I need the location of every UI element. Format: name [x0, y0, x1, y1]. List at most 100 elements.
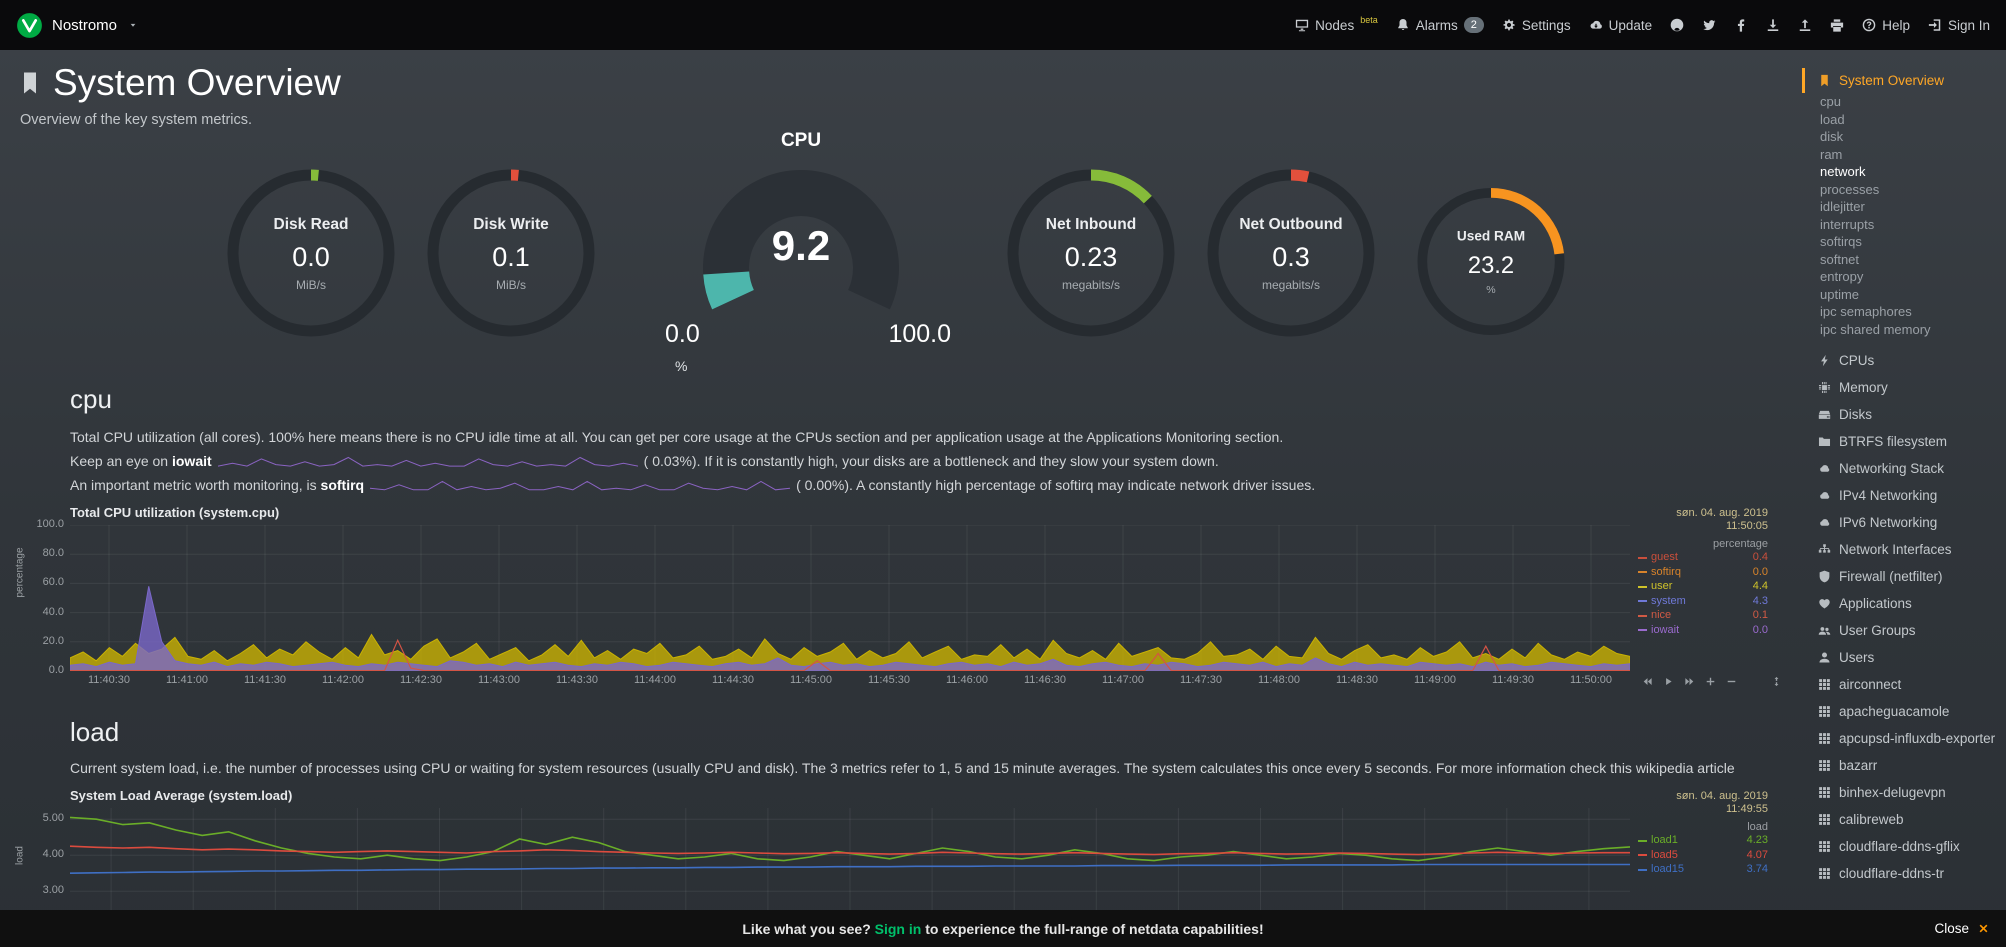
nav-alarms[interactable]: Alarms 2: [1396, 17, 1484, 33]
sidebar-item-cpus[interactable]: CPUs: [1802, 348, 2006, 373]
gauge-unit: MiB/s: [296, 278, 326, 292]
cpu-gauge-chart[interactable]: CPU 9.2 0.0 100.0 %: [651, 130, 951, 380]
sidebar-item-user-groups[interactable]: User Groups: [1802, 618, 2006, 643]
legend-item-load15[interactable]: load15 3.74: [1638, 863, 1768, 877]
sidebar-item-idlejitter[interactable]: idlejitter: [1802, 198, 2006, 216]
sidebar-item-networking-stack[interactable]: Networking Stack: [1802, 456, 2006, 481]
sidebar-item-ipv6-networking[interactable]: IPv6 Networking: [1802, 510, 2006, 535]
sidebar-item-disks[interactable]: Disks: [1802, 402, 2006, 427]
legend-swatch: [1638, 556, 1647, 559]
sidebar-item-softnet[interactable]: softnet: [1802, 251, 2006, 269]
sign-in-link[interactable]: Sign in: [874, 920, 922, 937]
sidebar-item-label: interrupts: [1820, 216, 1875, 232]
bolt-icon: [1818, 354, 1831, 367]
legend-item-softirq[interactable]: softirq 0.0: [1638, 566, 1768, 580]
nav-twitter[interactable]: [1702, 18, 1716, 32]
cpu-gauge-unit: %: [675, 358, 688, 374]
gauge-disk-read[interactable]: Disk Read 0.0 MiB/s: [226, 168, 396, 380]
gauge-disk-write[interactable]: Disk Write 0.1 MiB/s: [426, 168, 596, 380]
gauge-value: 0.0: [292, 242, 330, 272]
gauge-net-inbound[interactable]: Net Inbound 0.23 megabits/s: [1006, 168, 1176, 380]
sidebar-item-label: cloudflare-ddns-tr: [1839, 866, 1945, 881]
nav-facebook[interactable]: [1734, 18, 1748, 32]
legend-item-load5[interactable]: load5 4.07: [1638, 849, 1768, 863]
iowait-sparkline-chart[interactable]: [217, 456, 638, 469]
sidebar-item-label: softirqs: [1820, 234, 1862, 249]
legend-item-user[interactable]: user 4.4: [1638, 580, 1768, 594]
sidebar-item-network[interactable]: network: [1802, 163, 2006, 181]
sidebar-item-binhex-delugevpn[interactable]: binhex-delugevpn: [1802, 780, 2006, 805]
node-selector-menu[interactable]: Nostromo: [16, 12, 138, 39]
legend-item-nice[interactable]: nice 0.1: [1638, 609, 1768, 623]
sidebar-item-memory[interactable]: Memory: [1802, 375, 2006, 400]
nav-print[interactable]: [1830, 18, 1844, 32]
sidebar-item-applications[interactable]: Applications: [1802, 591, 2006, 616]
sidebar-item-disk[interactable]: disk: [1802, 128, 2006, 146]
sidebar-item-airconnect[interactable]: airconnect: [1802, 672, 2006, 697]
sidebar-item-calibreweb[interactable]: calibreweb: [1802, 807, 2006, 832]
x-tick-label: 11:43:00: [477, 674, 520, 686]
sidebar-item-processes[interactable]: processes: [1802, 181, 2006, 199]
toolbox-rew-button[interactable]: [1642, 673, 1653, 688]
sidebar-item-cloudflare-ddns-tr[interactable]: cloudflare-ddns-tr: [1802, 861, 2006, 886]
cpu-iowait-line: Keep an eye on iowait( 0.03%). If it is …: [70, 453, 1219, 469]
x-tick-label: 11:45:30: [867, 674, 910, 686]
sidebar-item-label: Network Interfaces: [1839, 542, 1952, 557]
sidebar-item-system-overview[interactable]: System Overview: [1802, 68, 2006, 93]
close-banner-button[interactable]: Close: [1934, 921, 1990, 936]
softirq-sparkline-chart[interactable]: [370, 480, 791, 493]
sidebar-item-bazarr[interactable]: bazarr: [1802, 753, 2006, 778]
sidebar-item-entropy[interactable]: entropy: [1802, 268, 2006, 286]
x-tick-label: 11:47:30: [1179, 674, 1222, 686]
x-axis: 11:40:30 11:41:00 11:41:30 11:42:00 11:42:30…: [70, 671, 1630, 687]
sidebar-item-ram[interactable]: ram: [1802, 146, 2006, 164]
sidebar-item-btrfs-filesystem[interactable]: BTRFS filesystem: [1802, 429, 2006, 454]
gauge-title: Used RAM: [1456, 228, 1526, 244]
sidebar-item-uptime[interactable]: uptime: [1802, 286, 2006, 304]
sidebar-item-apcupsd-influxdb-exporter[interactable]: apcupsd-influxdb-exporter: [1802, 726, 2006, 751]
nav-update[interactable]: Update: [1589, 18, 1652, 33]
toolbox-minus-button[interactable]: [1726, 673, 1737, 688]
gauge-net-outbound[interactable]: Net Outbound 0.3 megabits/s: [1206, 168, 1376, 380]
legend-item-load1[interactable]: load1 4.23: [1638, 834, 1768, 848]
toolbox-play-button[interactable]: [1663, 673, 1674, 688]
chart-plot-area[interactable]: [69, 808, 1631, 938]
nav-sign-in[interactable]: Sign In: [1928, 18, 1990, 33]
cpu-gauge-arc: [703, 170, 899, 310]
gauge-unit: megabits/s: [1261, 278, 1321, 292]
nav-github[interactable]: [1670, 18, 1684, 32]
sidebar-item-label: load: [1820, 111, 1845, 127]
cloud-down-icon: [1589, 18, 1603, 32]
sidebar-menu: System Overview cpu load disk ram network proc…: [1802, 50, 2006, 947]
sidebar-item-firewall-netfilter[interactable]: Firewall (netfilter): [1802, 564, 2006, 589]
toolbox-ff-button[interactable]: [1684, 673, 1695, 688]
nav-help[interactable]: Help: [1862, 18, 1910, 33]
legend-item-iowait[interactable]: iowait 0.0: [1638, 624, 1768, 638]
nav-nodes[interactable]: Nodes beta: [1295, 15, 1378, 33]
sidebar-item-ipc-semaphores[interactable]: ipc semaphores: [1802, 303, 2006, 321]
sidebar-item-ipv4-networking[interactable]: IPv4 Networking: [1802, 483, 2006, 508]
y-tick-label: 0.0: [48, 664, 64, 676]
nav-upload[interactable]: [1798, 18, 1812, 32]
sidebar-item-ipc-shared-memory[interactable]: ipc shared memory: [1802, 321, 2006, 339]
sidebar-item-softirqs[interactable]: softirqs: [1802, 233, 2006, 251]
sidebar-item-load[interactable]: load: [1802, 111, 2006, 129]
chart-plot-area[interactable]: [69, 524, 1631, 672]
bookmark-icon: [1818, 74, 1831, 87]
sidebar-item-interrupts[interactable]: interrupts: [1802, 216, 2006, 234]
toolbox-plus-button[interactable]: [1705, 673, 1716, 688]
legend-swatch: [1638, 868, 1647, 871]
gauge-used-ram[interactable]: Used RAM 23.2 %: [1416, 187, 1566, 374]
sidebar-item-users[interactable]: Users: [1802, 645, 2006, 670]
sidebar-item-apacheguacamole[interactable]: apacheguacamole: [1802, 699, 2006, 724]
sidebar-item-cpu[interactable]: cpu: [1802, 93, 2006, 111]
legend-swatch: [1638, 614, 1647, 617]
gauge-value: 0.1: [492, 242, 530, 272]
sidebar-item-cloudflare-ddns-gflix[interactable]: cloudflare-ddns-gflix: [1802, 834, 2006, 859]
legend-item-system[interactable]: system 4.3: [1638, 595, 1768, 609]
nav-settings[interactable]: Settings: [1502, 18, 1571, 33]
nav-download[interactable]: [1766, 18, 1780, 32]
chart-resize-handle[interactable]: [1771, 673, 1782, 688]
sidebar-item-network-interfaces[interactable]: Network Interfaces: [1802, 537, 2006, 562]
legend-item-guest[interactable]: guest 0.4: [1638, 551, 1768, 565]
